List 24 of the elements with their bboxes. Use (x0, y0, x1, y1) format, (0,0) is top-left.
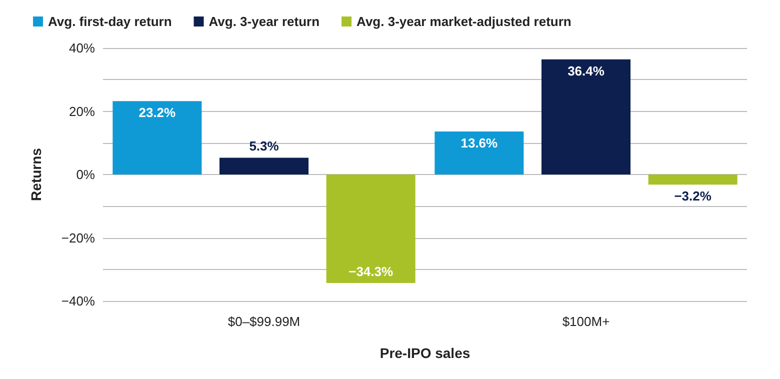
legend-label: Avg. first-day return (48, 14, 172, 29)
y-tick-label: 20% (68, 104, 96, 119)
bar (541, 59, 631, 174)
bar (648, 174, 738, 185)
y-tick-label: −20% (61, 230, 96, 246)
data-label: 36.4% (568, 63, 605, 78)
legend-label: Avg. 3-year return (208, 14, 320, 29)
y-axis-title: Returns (28, 148, 44, 201)
x-tick-label: $100M+ (562, 314, 610, 329)
bar (326, 174, 416, 283)
x-tick-label: $0–$99.99M (228, 314, 300, 329)
y-tick-label: −40% (61, 294, 96, 308)
data-label: 5.3% (249, 138, 280, 154)
bar (219, 158, 309, 174)
legend-label: Avg. 3-year market-adjusted return (356, 14, 572, 29)
bar (112, 101, 202, 174)
bar (434, 131, 524, 174)
data-label: −34.3% (348, 264, 394, 279)
data-label: 23.2% (138, 105, 176, 120)
data-label: 13.6% (460, 135, 498, 150)
data-label: −3.2% (674, 188, 712, 204)
y-tick-label: 0% (76, 167, 96, 182)
y-tick-label: 40% (68, 40, 96, 56)
x-axis-title: Pre-IPO sales (380, 345, 470, 361)
